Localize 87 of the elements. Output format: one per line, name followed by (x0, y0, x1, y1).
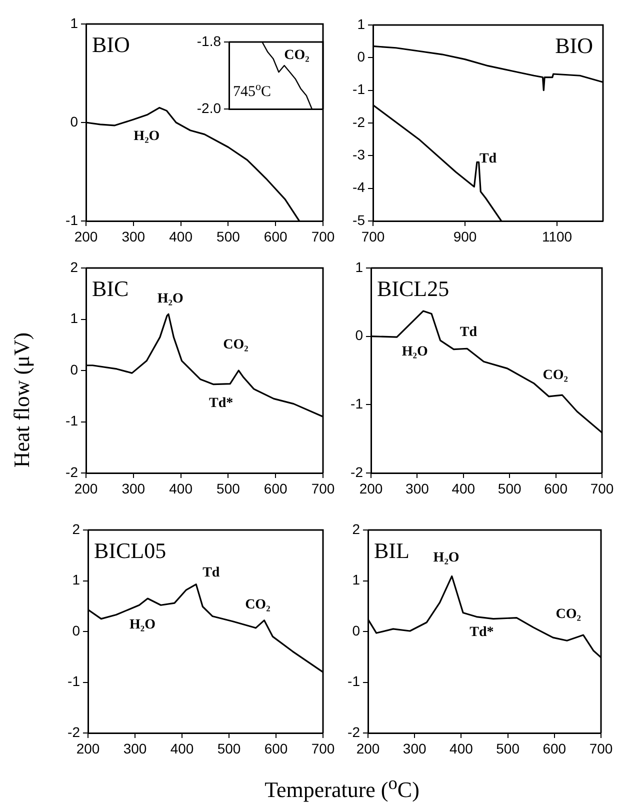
chart-title: BICL25 (377, 276, 450, 301)
x-tick-label: 1100 (542, 228, 572, 244)
y-tick-label: -2 (66, 464, 78, 480)
y-tick-label: 1 (72, 572, 80, 588)
y-tick-label: -1 (66, 412, 78, 429)
annotation: Td (202, 566, 220, 581)
x-tick-label: 400 (452, 480, 476, 496)
y-tick-label: -1 (66, 212, 78, 228)
x-tick-label: 400 (170, 740, 194, 756)
x-tick-label: 700 (589, 740, 613, 756)
x-tick-label: 500 (216, 480, 240, 496)
y-tick-label: 1 (70, 14, 78, 31)
y-tick-label: 2 (352, 520, 360, 537)
chart-title: BIO (92, 32, 130, 57)
x-tick-label: 700 (311, 480, 335, 496)
y-tick-label: -2.0 (196, 100, 222, 116)
chart-title: BIC (92, 276, 129, 301)
chart-title: BIL (374, 538, 410, 563)
y-tick-label: 1 (70, 310, 78, 326)
y-tick-label: -1 (350, 396, 364, 412)
x-tick-label: 700 (361, 228, 385, 244)
y-tick-label: 1 (357, 16, 366, 32)
y-tick-label: -1 (348, 673, 360, 690)
y-tick-label: -4 (352, 179, 366, 196)
y-tick-label: 0 (70, 113, 78, 130)
annotation: Td (479, 151, 497, 166)
x-tick-label: 200 (76, 740, 100, 756)
y-tick-label: -5 (352, 212, 366, 228)
annotation: H₂O (433, 550, 460, 566)
y-tick-label: 2 (70, 258, 78, 275)
x-tick-label: 400 (450, 740, 474, 756)
y-tick-label: 1 (355, 258, 364, 275)
annotation: CO₂ (542, 368, 568, 383)
x-tick-label: 400 (169, 228, 193, 244)
annotation: CO₂ (556, 606, 581, 622)
y-tick-label: -1.8 (196, 32, 222, 49)
annotation: CO₂ (223, 337, 248, 352)
y-tick-label: 0 (70, 361, 78, 378)
x-tick-label: 600 (544, 480, 568, 496)
x-tick-label: 500 (216, 228, 240, 244)
y-tick-label: -2 (348, 724, 360, 740)
x-tick-label: 300 (122, 228, 146, 244)
annotation: Td* (209, 396, 234, 411)
x-tick-label: 300 (402, 740, 426, 756)
x-tick-label: 200 (74, 480, 98, 496)
x-axis-title: Temperature ($^{o}$C) (264, 772, 420, 803)
x-tick-label: 700 (311, 740, 335, 756)
y-tick-label: 2 (72, 520, 80, 537)
annotation: H₂O (134, 128, 160, 144)
y-tick-label: -1 (68, 673, 80, 690)
y-tick-label: 0 (72, 622, 80, 638)
x-tick-label: 300 (406, 480, 430, 496)
annotation: H₂O (402, 344, 428, 360)
x-tick-label: 200 (74, 228, 98, 244)
y-tick-label: -2 (68, 724, 80, 740)
chart-title: BICL05 (94, 538, 166, 563)
x-tick-label: 700 (311, 228, 335, 244)
annotation: H₂O (130, 617, 156, 632)
x-tick-label: 200 (359, 480, 383, 496)
x-tick-label: 600 (264, 480, 288, 496)
x-tick-label: 600 (542, 740, 566, 756)
y-axis-title: Heat flow (μV) (9, 332, 35, 468)
annotation: CO₂ (245, 598, 270, 613)
x-tick-label: 700 (590, 480, 614, 496)
annotation: Td* (470, 625, 494, 640)
y-tick-label: 0 (357, 48, 366, 65)
x-tick-label: 200 (356, 740, 380, 756)
x-tick-label: 300 (123, 740, 147, 756)
x-tick-label: 500 (217, 740, 241, 756)
annotation: Td (460, 324, 478, 340)
y-tick-label: -2 (352, 114, 366, 130)
x-tick-label: 400 (169, 480, 193, 496)
x-tick-label: 500 (498, 480, 522, 496)
y-tick-label: 0 (355, 327, 364, 344)
y-tick-label: -2 (350, 464, 364, 480)
y-tick-label: -3 (352, 146, 366, 163)
x-tick-label: 500 (496, 740, 520, 756)
annotation: CO₂ (284, 48, 310, 64)
y-tick-label: 0 (352, 622, 360, 638)
x-tick-label: 600 (264, 228, 288, 244)
y-tick-label: 1 (352, 572, 360, 588)
y-tick-label: -1 (352, 81, 366, 98)
annotation: H₂O (157, 291, 184, 306)
x-tick-label: 300 (122, 480, 146, 496)
chart-title: BIO (555, 32, 594, 58)
x-tick-label: 900 (453, 228, 477, 244)
x-tick-label: 600 (264, 740, 288, 756)
